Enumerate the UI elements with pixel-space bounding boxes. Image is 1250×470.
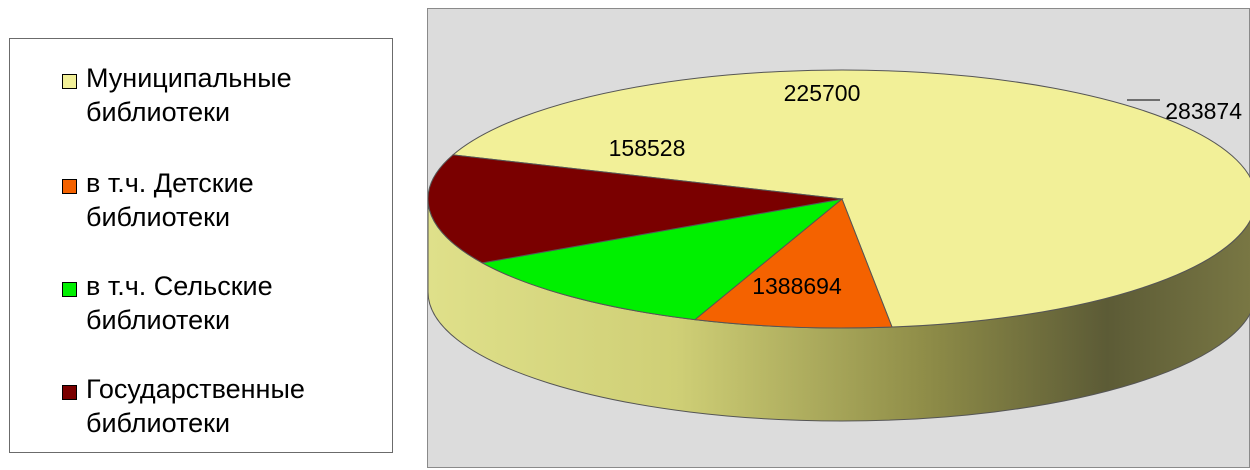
pie-slice-rural (480, 198, 844, 321)
legend-label-rural: в т.ч. Сельские библиотеки (86, 271, 273, 335)
pie-slice-municipal (451, 69, 1250, 328)
pie-chart: 1388694 158528 225700 283874 (428, 69, 1250, 422)
legend-label-municipal: Муниципальные библиотеки (86, 63, 292, 127)
legend-label-children: в т.ч. Детские библиотеки (86, 168, 254, 232)
pie-slice-state (428, 154, 843, 264)
data-label-rural: 225700 (784, 80, 861, 106)
legend-swatch-rural (62, 282, 77, 297)
data-label-state: 283874 (1165, 98, 1242, 124)
data-label-children: 158528 (609, 135, 686, 161)
legend-swatch-children (62, 179, 77, 194)
plot-area: 1388694 158528 225700 283874 (427, 8, 1250, 468)
data-label-municipal: 1388694 (752, 273, 842, 299)
legend-swatch-municipal (62, 74, 77, 89)
pie-slice-children (693, 198, 893, 329)
legend-label-state: Государственные библиотеки (86, 374, 305, 438)
chart-legend: Муниципальные библиотеки в т.ч. Детские … (9, 38, 393, 453)
legend-swatch-state (62, 385, 77, 400)
